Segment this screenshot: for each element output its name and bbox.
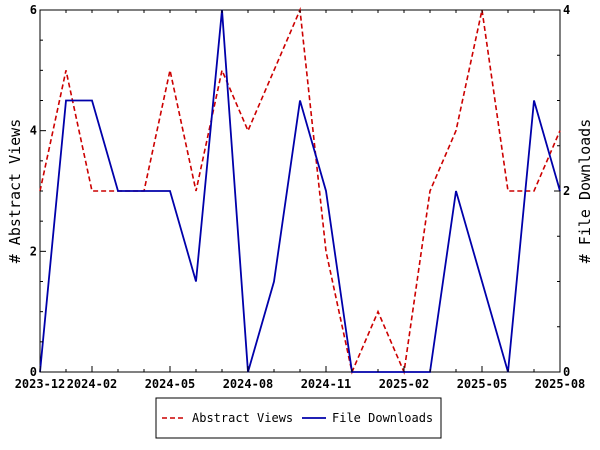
y-right-tick-label: 4 [563, 3, 570, 17]
left-axis-title: # Abstract Views [6, 119, 24, 264]
legend: Abstract Views File Downloads [155, 397, 442, 439]
x-tick-label: 2024-02 [67, 377, 118, 391]
y-right-tick-label: 0 [563, 365, 570, 379]
axes-layer: 2023-12 2024-02 2024-05 2024-08 2024-11 2025-… [15, 3, 586, 391]
legend-label-abstract-views: Abstract Views [192, 411, 293, 425]
y-left-tick-label: 4 [30, 124, 37, 138]
x-tick-label: 2024-08 [223, 377, 274, 391]
x-tick-label: 2024-05 [145, 377, 196, 391]
y-right-tick-label: 2 [563, 184, 570, 198]
x-tick-label: 2024-11 [301, 377, 352, 391]
x-tick-label: 2025-08 [535, 377, 586, 391]
right-axis-title: # File Downloads [576, 119, 594, 264]
legend-box [155, 397, 442, 439]
series-line-file-downloads [39, 9, 561, 373]
x-tick-label: 2023-12 [15, 377, 66, 391]
y-left-tick-label: 6 [30, 3, 37, 17]
x-tick-label: 2025-05 [457, 377, 508, 391]
legend-label-file-downloads: File Downloads [332, 411, 433, 425]
x-tick-label: 2025-02 [379, 377, 430, 391]
y-left-tick-label: 0 [30, 365, 37, 379]
y-left-tick-label: 2 [30, 244, 37, 258]
